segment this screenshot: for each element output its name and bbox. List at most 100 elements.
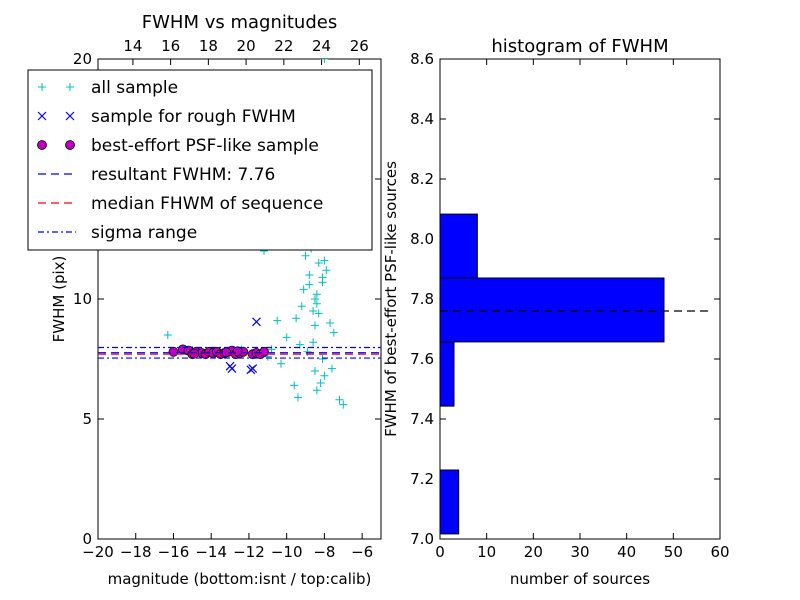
plus-marker [293, 393, 302, 402]
y-tick-label: 10 [73, 290, 92, 308]
plus-marker [290, 381, 299, 390]
y-tick-label: 0 [82, 530, 92, 548]
legend-label: sample for rough FWHM [91, 107, 296, 127]
plus-marker [282, 333, 291, 342]
axes-frame [97, 58, 382, 540]
plus-marker [292, 314, 301, 323]
plus-marker [329, 328, 338, 337]
plus-marker [335, 395, 344, 404]
x-marker [37, 111, 47, 121]
plus-marker [305, 280, 314, 289]
x-marker [65, 111, 75, 121]
circle-marker [232, 346, 243, 357]
plus-marker [163, 331, 172, 339]
plus-marker [310, 367, 319, 375]
plus-marker [277, 359, 286, 368]
plus-marker [297, 302, 306, 311]
x-marker [246, 365, 256, 375]
hist-bar [439, 277, 665, 343]
y-tick-label: 8.4 [410, 110, 434, 128]
x-tick-label: 20 [524, 543, 543, 561]
plus-marker [309, 338, 318, 347]
circle-marker [259, 346, 269, 357]
plus-marker [314, 259, 323, 267]
y-axis-label: FWHM (pix) [50, 256, 68, 343]
x-tick-label: 50 [664, 543, 683, 561]
legend-label: median FHWM of sequence [91, 194, 323, 214]
x2-tick-label: 16 [161, 37, 180, 55]
x-marker [252, 317, 261, 327]
plus-marker [312, 290, 321, 299]
y-tick-label: 7.2 [410, 470, 434, 488]
plus-marker [267, 345, 276, 354]
x-tick-label: −20 [82, 543, 114, 561]
x-tick-label: 10 [477, 543, 496, 561]
x2-tick-label: 22 [274, 37, 293, 55]
y-tick-label: 8.6 [410, 50, 434, 68]
x-tick-label: 30 [570, 543, 589, 561]
x2-tick-label: 20 [237, 37, 256, 55]
x-tick-label: −14 [195, 543, 227, 561]
legend-box [27, 69, 373, 251]
hist-bar [439, 341, 455, 407]
x-axis-label: number of sources [510, 570, 650, 588]
x-tick-label: 0 [435, 543, 445, 561]
plot-area [98, 59, 381, 409]
x-tick-label: 60 [710, 543, 729, 561]
y-axis-label: FWHM of best-effort PSF-like sources [382, 161, 400, 437]
x2-tick-label: 18 [199, 37, 218, 55]
plus-marker [314, 309, 323, 318]
y-tick-label: 7.0 [410, 530, 434, 548]
chart-title: FWHM vs magnitudes [142, 12, 337, 33]
x2-tick-label: 14 [123, 37, 142, 55]
x-tick-label: −18 [120, 543, 152, 561]
chart-title: histogram of FWHM [491, 36, 668, 57]
plus-marker [305, 271, 314, 279]
plus-marker [326, 319, 335, 327]
y-tick-label: 5 [82, 410, 92, 428]
circle-marker [65, 140, 75, 150]
x-tick-label: −8 [313, 543, 335, 561]
plus-marker [66, 83, 74, 91]
circle-marker [168, 346, 179, 357]
plus-marker [320, 256, 329, 265]
x-tick-label: −10 [271, 543, 303, 561]
x2-tick-label: 24 [312, 37, 331, 55]
plus-marker [327, 364, 336, 373]
x-tick-label: −12 [233, 543, 265, 561]
plus-marker [339, 400, 348, 409]
x-axis-label: magnitude (bottom:isnt / top:calib) [108, 570, 372, 588]
x-tick-label: −6 [351, 543, 373, 561]
x-marker [225, 361, 235, 371]
legend-label: sigma range [91, 223, 197, 243]
x2-tick-label: 26 [350, 37, 369, 55]
hist-bar [439, 213, 478, 279]
legend-label: best-effort PSF-like sample [91, 136, 319, 156]
plus-marker [301, 251, 310, 260]
plus-marker [318, 278, 327, 287]
y-tick-label: 7.6 [410, 350, 434, 368]
legend-label: resultant FWHM: 7.76 [91, 165, 275, 185]
y-tick-label: 7.8 [410, 290, 434, 308]
x-tick-label: −16 [158, 543, 190, 561]
circle-marker [37, 140, 47, 150]
legend-label: all sample [91, 78, 178, 98]
plus-marker [310, 295, 319, 303]
hist-bar [439, 469, 460, 535]
plus-marker [320, 371, 329, 380]
plus-marker [318, 355, 327, 363]
y-tick-label: 8.2 [410, 170, 434, 188]
plus-marker [310, 321, 319, 330]
y-tick-label: 20 [73, 50, 92, 68]
y-tick-label: 8.0 [410, 230, 434, 248]
plus-marker [38, 83, 46, 91]
plus-marker [316, 379, 325, 387]
plus-marker [273, 316, 282, 325]
plus-marker [299, 285, 308, 294]
x-tick-label: 40 [617, 543, 636, 561]
plus-marker [312, 386, 321, 395]
plus-marker [312, 299, 321, 308]
plus-marker [309, 307, 318, 315]
